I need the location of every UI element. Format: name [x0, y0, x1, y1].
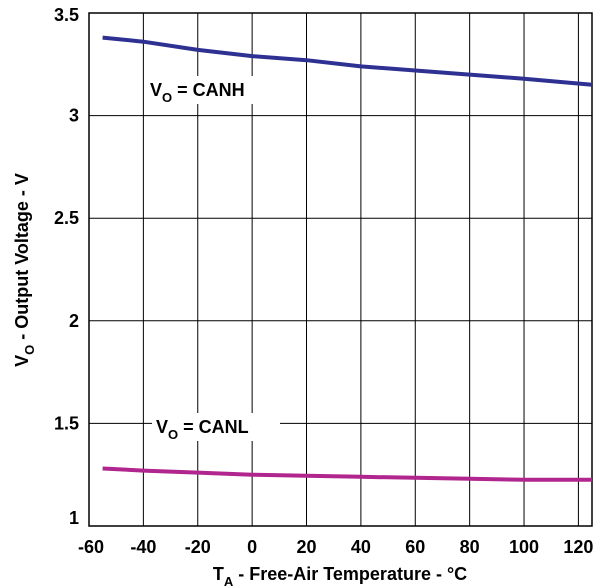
series-line-canl	[102, 466, 592, 482]
x-tick-label: 40	[351, 537, 371, 557]
y-tick-label: 3	[69, 106, 79, 126]
y-tick-label: 1	[69, 508, 79, 528]
x-tick-label: 100	[509, 537, 539, 557]
y-tick-label: 1.5	[54, 413, 79, 433]
plot-frame	[88, 12, 593, 527]
x-tick-label: 120	[563, 537, 593, 557]
series-line-canh	[102, 35, 593, 87]
series-annotation-canl: VO = CANL	[156, 417, 249, 442]
x-tick-label: 0	[247, 537, 257, 557]
y-axis-label: VO - Output Voltage - V	[12, 173, 37, 367]
annotations: VO = CANH VO = CANL	[146, 76, 280, 442]
x-axis-label: TA - Free-Air Temperature - °C	[213, 564, 467, 586]
annotation-background	[146, 76, 276, 104]
series-layer	[102, 35, 593, 482]
x-tick-label: 20	[296, 537, 316, 557]
y-tick-labels: 1 1.5 2 2.5 3 3.5	[54, 5, 79, 528]
annotation-background	[152, 413, 280, 441]
x-tick-label: -40	[130, 537, 156, 557]
x-tick-label: 80	[460, 537, 480, 557]
y-tick-label: 2	[69, 311, 79, 331]
series-annotation-canh: VO = CANH	[150, 80, 245, 105]
x-tick-label: -60	[78, 537, 104, 557]
x-tick-label: 60	[405, 537, 425, 557]
y-tick-label: 2.5	[54, 208, 79, 228]
x-tick-labels: -60 -40 -20 0 20 40 60 80 100 120	[78, 537, 593, 557]
y-tick-label: 3.5	[54, 5, 79, 25]
x-tick-label: -20	[185, 537, 211, 557]
